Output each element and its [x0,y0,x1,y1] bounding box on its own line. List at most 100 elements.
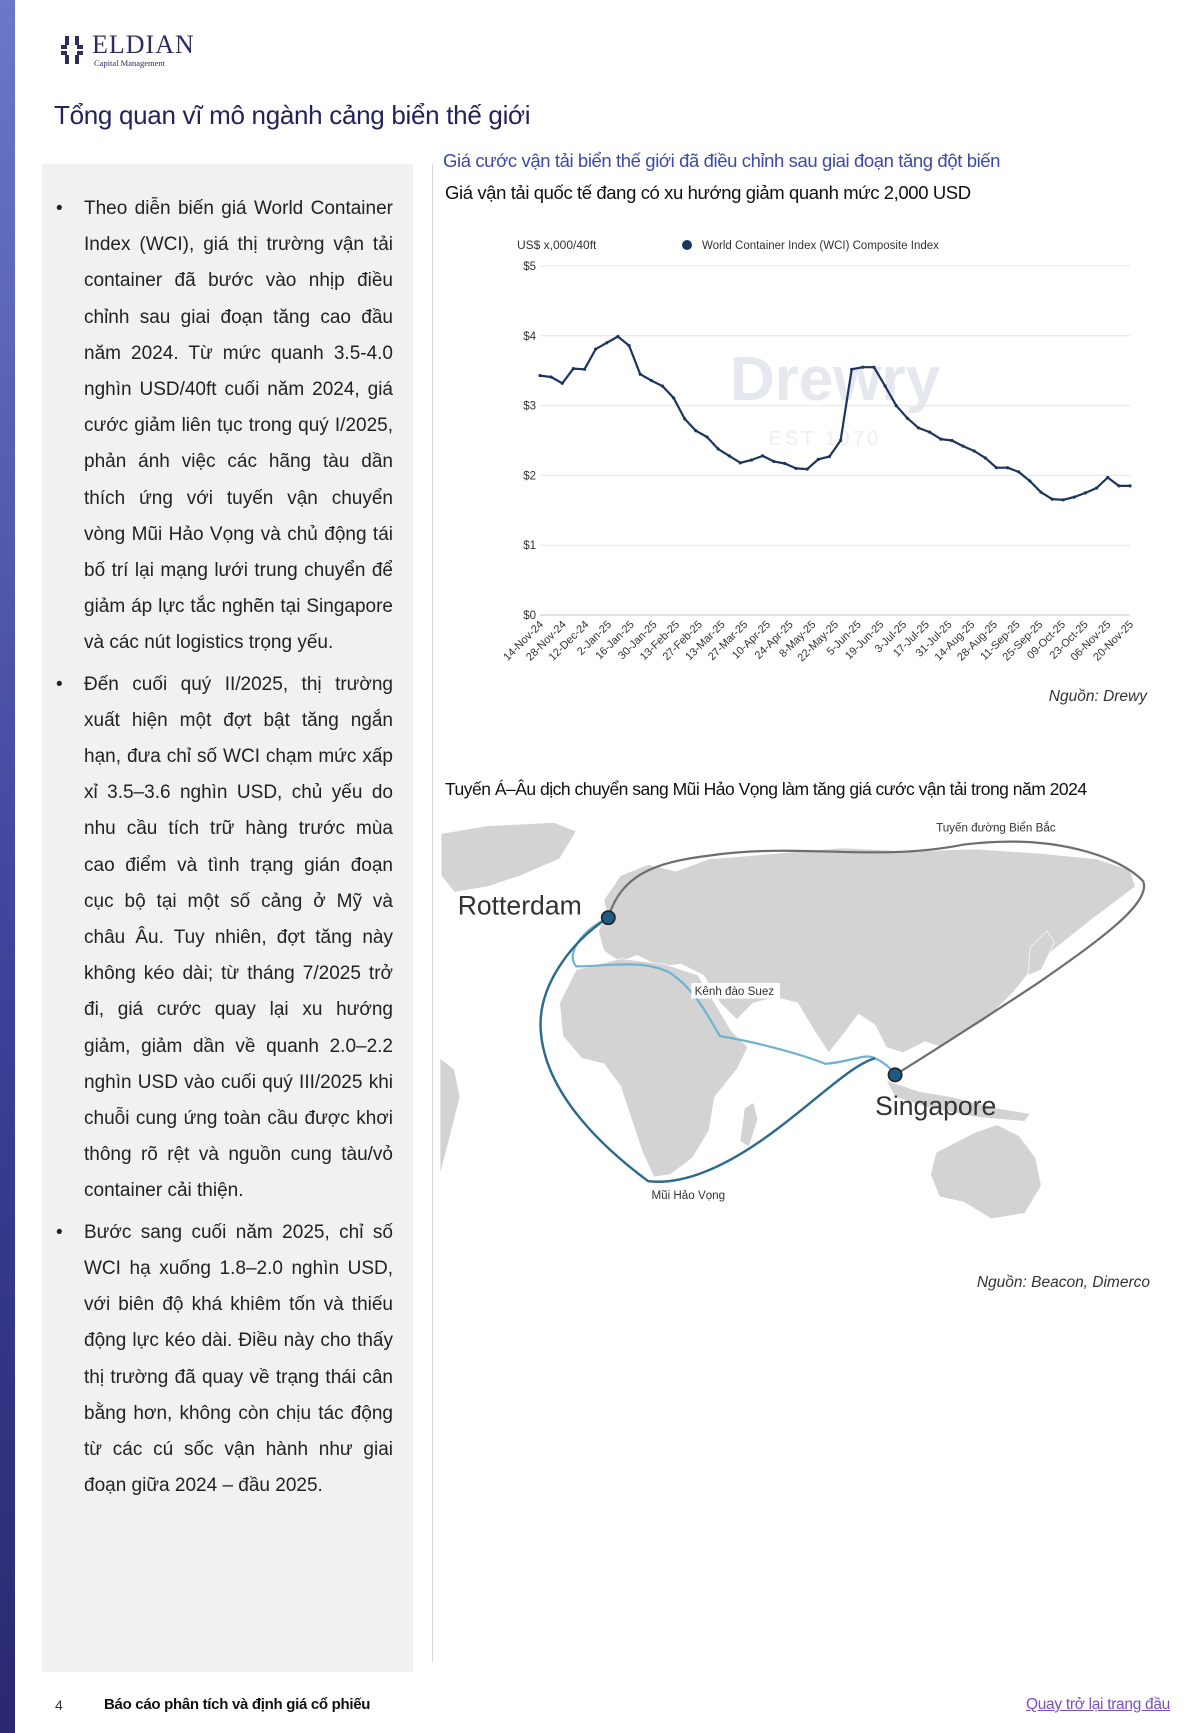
australia-shape [930,1124,1042,1220]
wci-data-point [605,341,609,345]
bullet-dot: • [56,673,63,695]
wci-data-point [961,444,965,448]
map-source: Nguồn: Beacon, Dimerco [976,1274,1150,1291]
madagascar-shape [739,1102,759,1148]
wci-data-point [983,456,987,460]
cape-route [539,916,876,1183]
back-to-top-link[interactable]: Quay trở lại trang đầu [1025,1696,1170,1713]
wci-data-point [783,461,787,466]
wci-data-point [1039,490,1043,494]
wci-data-point [972,449,976,453]
logo-name: ELDIAN [92,30,195,59]
wci-data-point [1083,491,1088,495]
summary-panel [42,164,413,1672]
wci-data-point [1106,475,1110,480]
suez-label: Kênh đào Suez [695,985,775,998]
wci-data-point [761,454,765,458]
north-sea-route [607,840,1146,1076]
section-heading-freight: Giá cước vận tải biển thế giới đã điều c… [443,150,1001,171]
bullet-item: • Đến cuối quý II/2025, thị trường xuất h… [42,667,393,1210]
shipping-route-map: Rotterdam Singapore Kênh đào Suez Mũi Hả… [440,821,1146,1220]
bullet-dot: • [56,198,63,219]
wci-data-point [1128,484,1132,488]
wci-data-point [727,454,731,458]
wci-data-point [594,347,598,351]
wci-data-point [883,384,887,388]
wci-data-point [794,466,798,471]
chart-title: Giá vận tải quốc tế đang có xu hướng giả… [445,182,971,203]
bullet-text: Bước sang cuối năm 2025, chỉ số WCI hạ x… [84,1221,393,1497]
wci-data-point [805,467,809,471]
page-side-stripe [0,0,15,1733]
wci-data-point [660,384,665,388]
wci-data-point [716,447,720,451]
page-title: Tổng quan vĩ mô ngành cảng biển thế giới [54,100,531,130]
wci-data-point [638,372,642,376]
y-tick-label: $2 [523,470,536,482]
wci-data-point [905,416,909,420]
rotterdam-marker [600,910,616,926]
americas-shape [440,1057,461,1175]
y-tick-label: $1 [523,540,536,552]
legend-label: World Container Index (WCI) Composite In… [702,240,939,252]
japan-shape [1027,930,1055,976]
bullet-dot: • [56,1221,63,1243]
wci-data-point [772,459,776,464]
wci-data-point [649,378,653,383]
wci-data-point [950,438,954,443]
page-number: 4 [55,1697,63,1713]
wci-data-point [894,404,898,408]
wci-data-point [850,367,854,371]
wci-data-point [571,367,575,371]
legend-marker [682,240,692,250]
wci-data-point [738,461,742,465]
eldian-logo-icon [61,36,83,64]
bullet-item: • Theo diễn biến giá World Container Inde… [42,191,393,662]
bullet-text: Đến cuối quý II/2025, thị trường xuất hi… [84,673,393,1202]
wci-series-line [539,335,1130,501]
wci-data-point [816,457,820,461]
chart-source: Nguồn: Drewy [1048,688,1147,705]
map-title: Tuyến Á–Âu dịch chuyển sang Mũi Hảo Vọng… [445,779,1087,799]
greenland-shape [440,822,577,893]
singapore-marker [887,1067,903,1083]
y-tick-label: $3 [523,401,536,413]
wci-data-point [627,343,631,348]
wci-data-point [1095,486,1099,490]
wci-line-chart: Drewry EST 1970 $0 $1 $2 $3 $4 $5 US$ x,000/40ft… [501,238,1136,664]
wci-data-point [827,454,832,459]
wci-data-point [1117,484,1121,488]
wci-data-point [1005,466,1010,470]
y-tick-label: $5 [523,261,536,273]
wci-data-point [549,375,553,379]
wci-data-point [616,334,620,339]
indonesia-shape [885,1079,1031,1122]
wci-data-point [1072,495,1076,499]
footer-report-title: Báo cáo phân tích và định giá cổ phiếu [104,1696,371,1713]
wci-data-point [939,437,943,441]
wci-data-point [582,367,587,371]
wci-data-point [1050,497,1054,501]
wci-data-point [838,438,843,443]
wci-data-point [1061,498,1065,502]
watermark-drewry: Drewry [730,345,941,414]
wci-data-point [1017,470,1021,474]
y-tick-label: $4 [523,331,536,343]
column-divider [432,164,433,1662]
north-sea-label: Tuyến đường Biển Bắc [936,821,1056,834]
summary-bullets: • Theo diễn biến giá World Container Inde… [42,191,393,1509]
cape-label: Mũi Hảo Vọng [651,1189,725,1202]
wci-data-point [705,435,709,439]
wci-data-point [994,466,999,470]
wci-data-point [861,365,865,369]
rotterdam-label: Rotterdam [458,890,582,920]
wci-data-point [694,429,698,433]
bullet-item: • Bước sang cuối năm 2025, chỉ số WCI hạ … [42,1215,393,1505]
wci-data-point [1028,479,1032,483]
wci-data-point [538,373,542,378]
wci-data-point [683,417,687,421]
singapore-label: Singapore [875,1091,996,1121]
wci-data-point [916,426,921,430]
logo-subtitle: Capital Management [94,58,166,68]
wci-data-point [671,396,676,400]
